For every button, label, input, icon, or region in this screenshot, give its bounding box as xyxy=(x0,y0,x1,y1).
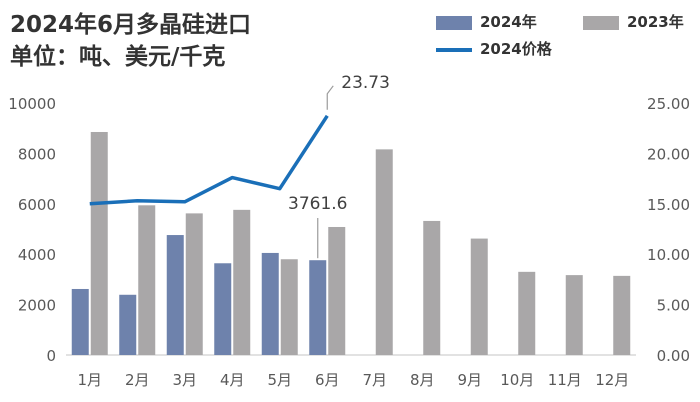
bar-2024 xyxy=(119,294,137,355)
bar-2023 xyxy=(565,275,583,355)
y-right-tick-label: 25.00 xyxy=(647,95,690,113)
x-tick-label: 5月 xyxy=(267,371,292,389)
x-tick-label: 12月 xyxy=(595,371,629,389)
y-left-tick-label: 2000 xyxy=(18,297,56,315)
y-right-tick-label: 10.00 xyxy=(647,246,690,264)
bar-2023 xyxy=(185,213,203,355)
x-tick-label: 6月 xyxy=(315,371,340,389)
volume-callout-label: 3761.6 xyxy=(288,194,347,214)
bar-2023 xyxy=(518,271,536,355)
bar-2023 xyxy=(90,131,108,355)
bar-2023 xyxy=(233,209,251,355)
bar-2023 xyxy=(470,238,488,355)
x-tick-label: 7月 xyxy=(362,371,387,389)
bar-2023 xyxy=(280,259,298,355)
legend-swatch-price xyxy=(436,47,472,52)
bar-2023 xyxy=(138,205,156,355)
y-right-tick-label: 5.00 xyxy=(657,297,690,315)
x-tick-label: 10月 xyxy=(500,371,534,389)
bar-2024 xyxy=(166,235,184,355)
bar-2023 xyxy=(328,226,346,355)
price-line xyxy=(89,114,329,206)
legend-swatch-2024 xyxy=(436,15,472,30)
x-tick-label: 9月 xyxy=(457,371,482,389)
legend-item-2024: 2024年 xyxy=(436,11,537,32)
bar-2024 xyxy=(71,288,89,355)
y-right-tick-label: 20.00 xyxy=(647,145,690,163)
legend-label-2023: 2023年 xyxy=(627,13,684,31)
price-callout-line xyxy=(326,85,334,110)
y-right-tick-label: 15.00 xyxy=(647,196,690,214)
x-tick-label: 1月 xyxy=(77,371,102,389)
chart-subtitle: 单位：吨、美元/千克 xyxy=(10,44,226,70)
y-right-tick-label: 0.00 xyxy=(657,347,690,365)
x-tick-label: 11月 xyxy=(548,371,582,389)
x-tick-label: 2月 xyxy=(125,371,150,389)
legend-label-price: 2024价格 xyxy=(480,40,552,58)
bar-2024 xyxy=(261,252,279,355)
bar-2023 xyxy=(423,220,441,355)
legend-swatch-2023 xyxy=(583,15,619,30)
bar-2024 xyxy=(309,260,327,355)
y-left-tick-label: 4000 xyxy=(18,246,56,264)
bar-2024 xyxy=(214,263,232,355)
chart-title: 2024年6月多晶硅进口 xyxy=(10,12,252,38)
bar-2023 xyxy=(375,149,393,355)
legend-label-2024: 2024年 xyxy=(480,13,537,31)
legend-item-2023: 2023年 xyxy=(583,11,684,32)
x-tick-label: 4月 xyxy=(220,371,245,389)
price-callout-label: 23.73 xyxy=(341,73,390,93)
y-left-tick-label: 6000 xyxy=(18,196,56,214)
x-tick-label: 3月 xyxy=(172,371,197,389)
y-left-tick-label: 10000 xyxy=(8,95,56,113)
bar-2023 xyxy=(613,275,631,355)
y-left-tick-label: 0 xyxy=(46,347,56,365)
legend-item-price: 2024价格 xyxy=(436,38,552,59)
x-tick-label: 8月 xyxy=(410,371,435,389)
y-left-tick-label: 8000 xyxy=(18,145,56,163)
